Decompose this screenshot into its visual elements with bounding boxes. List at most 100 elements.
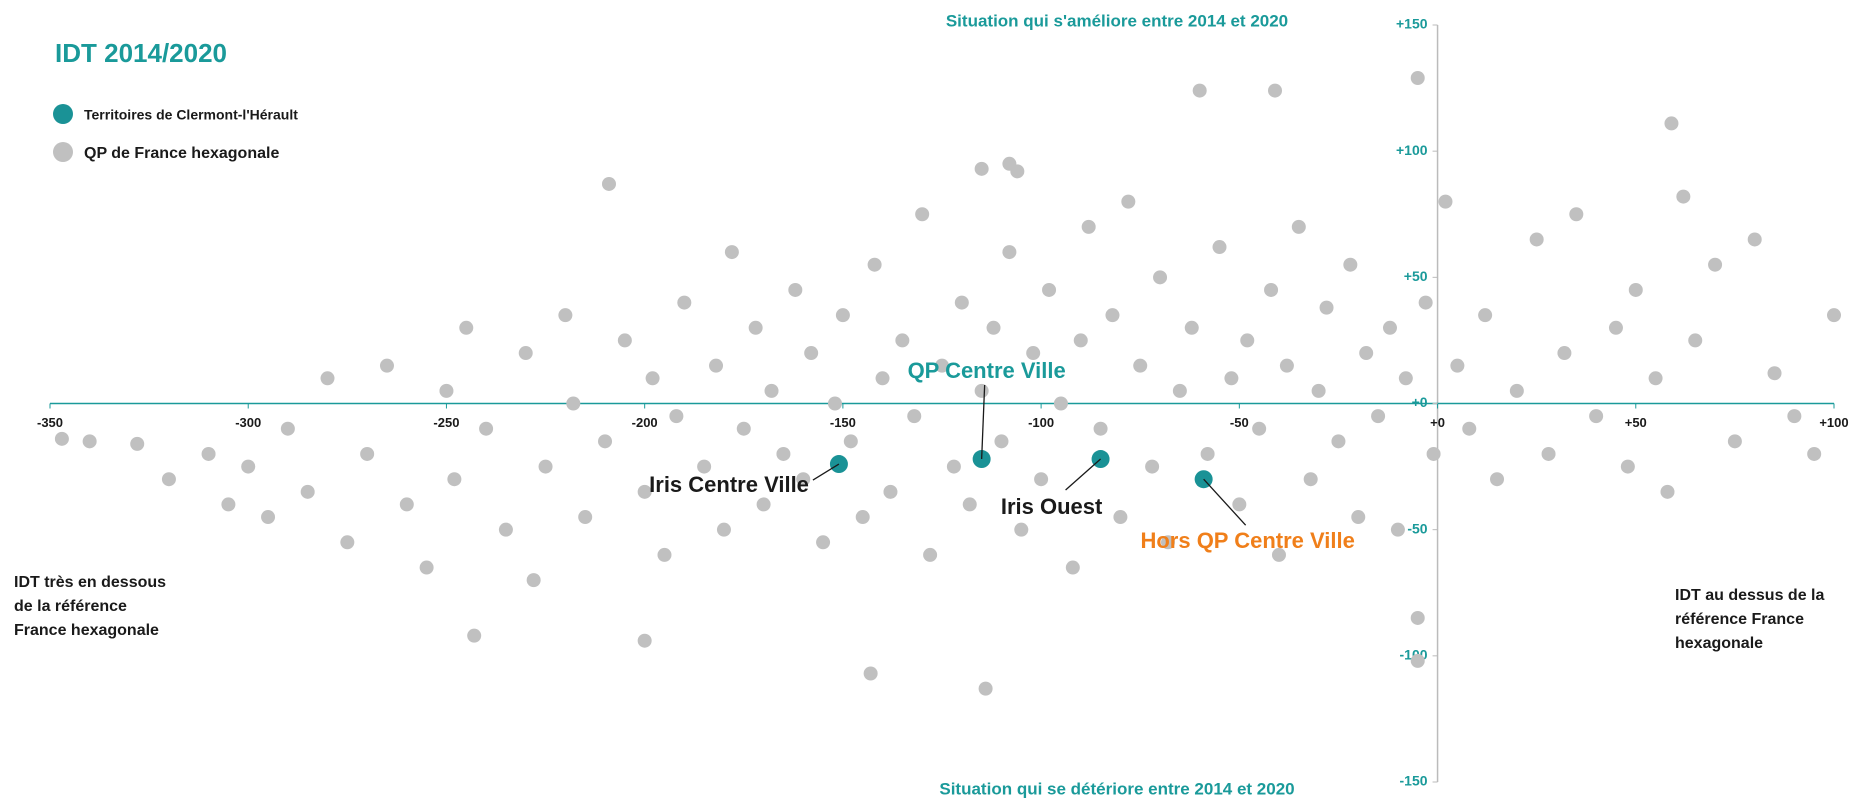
- reference-point: [1212, 240, 1227, 255]
- reference-point: [637, 484, 652, 499]
- reference-point: [1418, 295, 1433, 310]
- reference-point: [974, 383, 989, 398]
- reference-point: [1014, 522, 1029, 537]
- reference-point: [1620, 459, 1635, 474]
- reference-point: [1065, 560, 1080, 575]
- reference-point: [1113, 510, 1128, 525]
- reference-point: [697, 459, 712, 474]
- reference-point: [1557, 346, 1572, 361]
- leader-line: [980, 384, 986, 460]
- reference-point: [1153, 270, 1168, 285]
- reference-point: [986, 320, 1001, 335]
- leader-line: [1065, 458, 1102, 491]
- reference-point: [1410, 70, 1425, 85]
- reference-point: [566, 396, 581, 411]
- point-label: Hors QP Centre Ville: [1140, 528, 1354, 553]
- reference-point: [601, 176, 616, 191]
- legend-marker: [53, 142, 73, 162]
- legend-label: Territoires de Clermont-l'Hérault: [84, 107, 298, 123]
- reference-point: [677, 295, 692, 310]
- reference-point: [300, 484, 315, 499]
- reference-point: [558, 308, 573, 323]
- reference-point: [1628, 282, 1643, 297]
- x-tick-label: -350: [37, 415, 63, 430]
- reference-point: [1105, 308, 1120, 323]
- reference-point: [796, 472, 811, 487]
- reference-point: [1240, 333, 1255, 348]
- x-tick-label: -150: [830, 415, 856, 430]
- y-tick-label: +0: [1412, 394, 1428, 410]
- reference-point: [1184, 320, 1199, 335]
- reference-point: [748, 320, 763, 335]
- y-tick-label: +150: [1396, 16, 1428, 32]
- reference-point: [709, 358, 724, 373]
- reference-point: [816, 535, 831, 550]
- reference-point: [1121, 194, 1136, 209]
- left-annotation: France hexagonale: [14, 622, 159, 639]
- reference-point: [1438, 194, 1453, 209]
- legend-marker: [53, 104, 73, 124]
- reference-point: [1807, 446, 1822, 461]
- reference-point: [1660, 484, 1675, 499]
- reference-point: [907, 409, 922, 424]
- reference-point: [776, 446, 791, 461]
- left-annotation: de la référence: [14, 598, 127, 615]
- chart-title: IDT 2014/2020: [55, 38, 227, 68]
- reference-point: [1747, 232, 1762, 247]
- x-tick-label: -100: [1028, 415, 1054, 430]
- reference-point: [241, 459, 256, 474]
- reference-point: [1541, 446, 1556, 461]
- reference-point: [657, 547, 672, 562]
- reference-point: [1252, 421, 1267, 436]
- reference-point: [340, 535, 355, 550]
- reference-point: [1172, 383, 1187, 398]
- reference-point: [1093, 421, 1108, 436]
- reference-point: [1688, 333, 1703, 348]
- reference-point: [1053, 396, 1068, 411]
- reference-point: [1271, 547, 1286, 562]
- reference-point: [1382, 320, 1397, 335]
- reference-point: [1827, 308, 1841, 323]
- reference-point: [161, 472, 176, 487]
- leader-line: [812, 463, 840, 481]
- reference-point: [1343, 257, 1358, 272]
- reference-point: [1145, 459, 1160, 474]
- reference-point: [1569, 207, 1584, 222]
- reference-point: [1509, 383, 1524, 398]
- reference-point: [1331, 434, 1346, 449]
- top-annotation: Situation qui s'améliore entre 2014 et 2…: [946, 11, 1288, 30]
- reference-point: [835, 308, 850, 323]
- reference-point: [1002, 245, 1017, 260]
- reference-point: [1410, 610, 1425, 625]
- reference-point: [1200, 446, 1215, 461]
- reference-point: [1081, 219, 1096, 234]
- reference-point: [617, 333, 632, 348]
- reference-point: [788, 282, 803, 297]
- reference-point: [1073, 333, 1088, 348]
- reference-point: [1303, 472, 1318, 487]
- reference-point: [1026, 346, 1041, 361]
- bottom-annotation: Situation qui se détériore entre 2014 et…: [939, 779, 1294, 798]
- reference-point: [716, 522, 731, 537]
- reference-point: [479, 421, 494, 436]
- right-annotation: IDT au dessus de la: [1675, 587, 1824, 604]
- reference-point: [280, 421, 295, 436]
- reference-point: [1133, 358, 1148, 373]
- reference-point: [1160, 535, 1175, 550]
- reference-point: [1264, 282, 1279, 297]
- reference-point: [855, 510, 870, 525]
- reference-point: [764, 383, 779, 398]
- reference-point: [1589, 409, 1604, 424]
- reference-point: [756, 497, 771, 512]
- reference-point: [578, 510, 593, 525]
- reference-point: [1462, 421, 1477, 436]
- reference-point: [1042, 282, 1057, 297]
- reference-point: [54, 431, 69, 446]
- reference-point: [1676, 189, 1691, 204]
- reference-point: [895, 333, 910, 348]
- reference-point: [1319, 300, 1334, 315]
- reference-point: [875, 371, 890, 386]
- reference-point: [538, 459, 553, 474]
- reference-point: [221, 497, 236, 512]
